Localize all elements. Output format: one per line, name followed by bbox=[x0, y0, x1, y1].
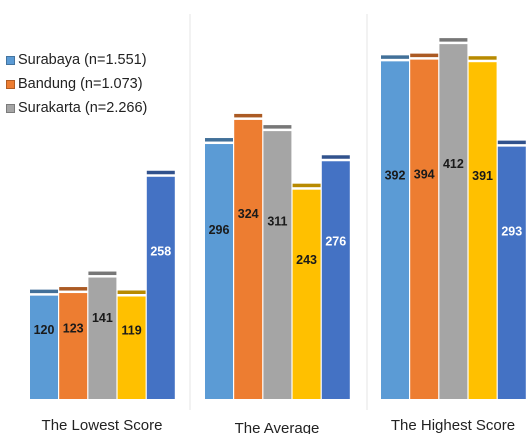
legend-item-bandung: Bandung (n=1.073) bbox=[6, 72, 176, 96]
data-label: 392 bbox=[385, 168, 406, 182]
legend: Surabaya (n=1.551) Bandung (n=1.073) Sur… bbox=[4, 46, 180, 148]
legend-swatch-surakarta bbox=[6, 103, 15, 113]
bar-cap bbox=[263, 125, 292, 129]
bar-cap bbox=[381, 55, 409, 59]
bar bbox=[410, 59, 439, 399]
data-label: 412 bbox=[443, 157, 464, 171]
data-label: 296 bbox=[209, 223, 230, 237]
bar-cap bbox=[205, 138, 233, 142]
data-label: 394 bbox=[414, 167, 435, 181]
bar-cap bbox=[30, 289, 58, 294]
bar bbox=[205, 144, 233, 399]
bar-cap bbox=[468, 56, 497, 60]
bar bbox=[497, 146, 526, 399]
legend-item-surakarta: Surakarta (n=2.266) bbox=[6, 96, 176, 120]
category-label: The Highest Score bbox=[391, 417, 515, 434]
bar bbox=[321, 161, 350, 399]
bar-cap bbox=[234, 113, 263, 118]
bar bbox=[292, 189, 321, 399]
bar-cap bbox=[117, 290, 146, 294]
bar bbox=[234, 119, 263, 399]
bar bbox=[117, 296, 146, 399]
bar-cap bbox=[88, 271, 117, 276]
legend-swatch-bandung bbox=[6, 79, 15, 89]
bar-cap bbox=[59, 287, 88, 291]
data-label: 293 bbox=[501, 225, 522, 239]
legend-label-surabaya: Surabaya (n=1.551) bbox=[18, 52, 147, 68]
bar bbox=[88, 277, 117, 399]
legend-label-bandung: Bandung (n=1.073) bbox=[18, 76, 143, 92]
bar-cap bbox=[497, 140, 526, 145]
data-label: 243 bbox=[296, 253, 317, 267]
legend-item-surabaya: Surabaya (n=1.551) bbox=[6, 48, 176, 72]
bar bbox=[30, 295, 58, 399]
category-label: The Average bbox=[235, 420, 320, 434]
data-label: 141 bbox=[92, 311, 113, 325]
data-label: 276 bbox=[325, 234, 346, 248]
bar-cap bbox=[410, 53, 439, 58]
data-label: 311 bbox=[267, 214, 287, 228]
data-label: 123 bbox=[63, 321, 84, 335]
category-label: The Lowest Score bbox=[42, 417, 163, 434]
bar-cap bbox=[321, 155, 350, 159]
bar bbox=[468, 62, 497, 399]
bar-cap bbox=[439, 38, 468, 42]
bar bbox=[59, 293, 88, 399]
legend-label-surakarta: Surakarta (n=2.266) bbox=[18, 100, 148, 116]
bar bbox=[146, 176, 175, 399]
bar bbox=[263, 131, 292, 399]
data-label: 391 bbox=[472, 169, 493, 183]
bar bbox=[381, 61, 409, 399]
bar bbox=[439, 44, 468, 399]
data-label: 120 bbox=[34, 323, 55, 337]
data-label: 324 bbox=[238, 207, 259, 221]
data-label: 258 bbox=[150, 245, 171, 259]
data-label: 119 bbox=[122, 324, 142, 338]
bar-cap bbox=[292, 183, 321, 188]
legend-swatch-surabaya bbox=[6, 55, 15, 65]
bar-cap bbox=[146, 170, 175, 175]
